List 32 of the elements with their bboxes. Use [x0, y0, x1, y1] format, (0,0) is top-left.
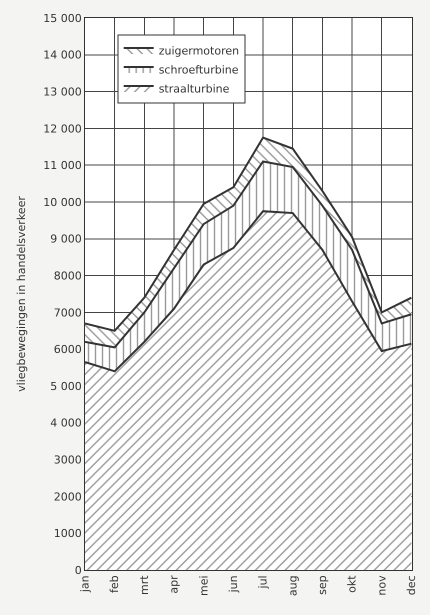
x-tick-label: feb	[108, 575, 122, 594]
x-tick-label: jun	[226, 575, 240, 594]
y-tick-label: 3000	[54, 453, 82, 466]
y-tick-label: 5 000	[50, 380, 82, 393]
legend-label: zuigermotoren	[158, 44, 240, 58]
y-tick-label: 2000	[54, 490, 82, 504]
y-axis-title: vliegbewegingen in handelsverkeer	[14, 196, 28, 392]
y-tick-label: 11 000	[43, 159, 82, 172]
legend-label: schroefturbine	[158, 63, 239, 76]
y-tick-label: 9 000	[50, 232, 82, 246]
y-tick-label: 14 000	[43, 48, 82, 62]
y-tick-label: 15 000	[43, 12, 82, 25]
x-tick-label: okt	[346, 574, 359, 593]
y-tick-label: 13 000	[43, 85, 82, 98]
x-tick-label: mrt	[138, 574, 151, 595]
y-tick-label: 0	[74, 564, 82, 577]
legend-label: straalturbine	[158, 82, 230, 96]
y-tick-label: 10 000	[43, 196, 82, 209]
y-tick-label: 6000	[54, 343, 82, 356]
x-tick-label: jul	[256, 575, 270, 590]
x-tick-label: aug	[286, 575, 300, 596]
x-tick-label: jan	[78, 575, 92, 594]
y-tick-label: 12 000	[43, 122, 82, 136]
y-tick-label: 7000	[54, 306, 82, 320]
x-tick-label: nov	[375, 574, 388, 596]
y-tick-label: 8000	[54, 269, 82, 282]
y-tick-label: 1000	[54, 527, 82, 540]
x-tick-label: apr	[168, 574, 181, 594]
y-tick-label: 4 000	[50, 416, 82, 430]
x-tick-label: dec	[404, 575, 418, 596]
x-tick-label: sep	[316, 575, 329, 595]
x-tick-label: mei	[197, 575, 210, 596]
